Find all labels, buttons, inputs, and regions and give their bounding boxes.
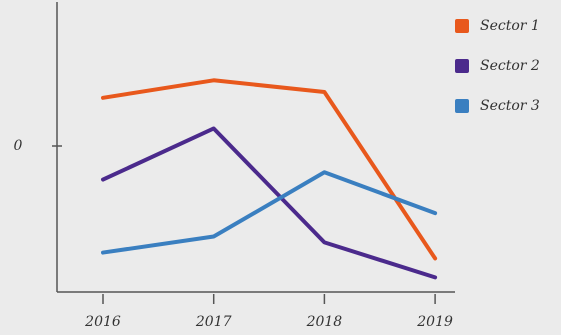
y-tick-label: 0 [14, 138, 23, 154]
legend-swatch [455, 99, 469, 113]
x-tick-label: 2016 [84, 314, 121, 330]
x-tick-label: 2018 [306, 314, 343, 330]
legend-label: Sector 2 [480, 58, 540, 74]
legend-swatch [455, 59, 469, 73]
series-line [101, 170, 438, 255]
legend-label: Sector 3 [480, 98, 540, 114]
series-line [101, 126, 438, 280]
series-line [101, 78, 438, 261]
x-tick-label: 2019 [416, 314, 453, 330]
legend-label: Sector 1 [480, 18, 540, 34]
x-tick-label: 2017 [195, 314, 232, 330]
legend-swatch [455, 19, 469, 33]
